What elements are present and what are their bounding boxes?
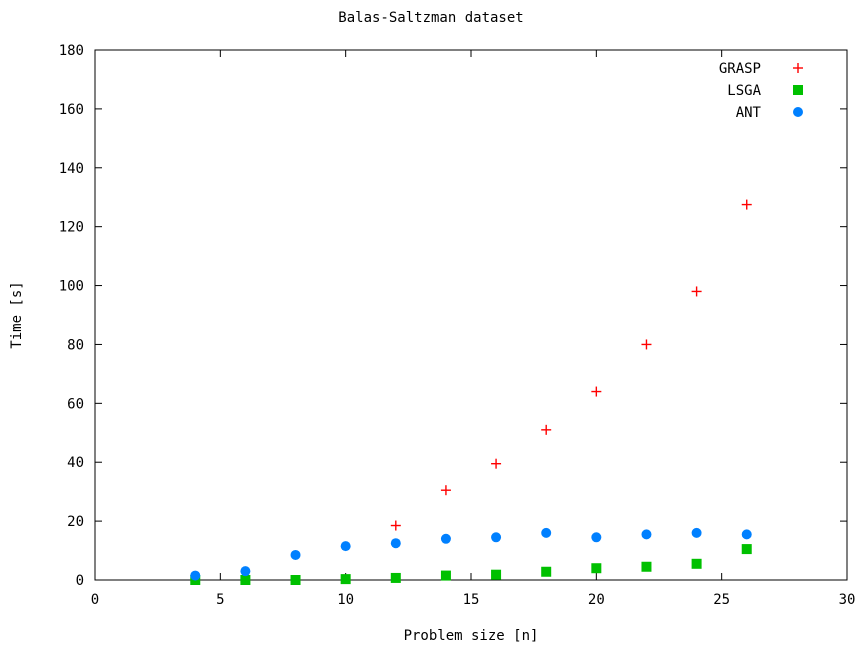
x-tick-label: 30 <box>839 592 856 608</box>
legend-label-grasp: GRASP <box>719 61 761 77</box>
lsga-point <box>290 575 301 585</box>
legend-label-lsga: LSGA <box>727 83 761 99</box>
y-tick-label: 60 <box>67 396 84 412</box>
x-tick-label: 5 <box>216 592 224 608</box>
y-tick-label: 20 <box>67 514 84 530</box>
legend-marker-grasp <box>793 63 803 73</box>
ant-point <box>240 566 251 577</box>
ant-point <box>491 532 502 543</box>
y-tick-label: 160 <box>59 102 84 118</box>
y-tick-label: 80 <box>67 337 84 353</box>
x-axis-label: Problem size [n] <box>404 628 539 644</box>
grasp-point <box>691 286 702 297</box>
y-tick-label: 140 <box>59 161 84 177</box>
grasp-point <box>741 199 752 210</box>
chart-title: Balas-Saltzman dataset <box>338 10 523 26</box>
lsga-point <box>591 563 602 574</box>
lsga-point <box>641 561 652 572</box>
ant-point <box>390 538 401 549</box>
legend: GRASP LSGA ANT <box>719 61 803 121</box>
lsga-point <box>491 569 502 580</box>
lsga-point <box>240 575 251 585</box>
lsga-point <box>541 566 552 577</box>
lsga-point <box>340 574 351 585</box>
lsga-point <box>691 558 702 569</box>
x-tick-label: 20 <box>588 592 605 608</box>
grasp-point <box>491 458 502 469</box>
legend-marker-ant <box>793 107 803 117</box>
x-tick-label: 0 <box>91 592 99 608</box>
y-tick-label: 180 <box>59 43 84 59</box>
y-tick-label: 100 <box>59 279 84 295</box>
ant-point <box>440 533 451 544</box>
x-tick-label: 10 <box>337 592 354 608</box>
legend-marker-lsga <box>793 85 803 95</box>
ant-point <box>190 570 201 581</box>
axis-ticks: 0 5 10 15 20 25 30 0 20 40 60 80 100 120 140 160 180 <box>59 43 856 608</box>
grasp-point <box>440 485 451 496</box>
legend-label-ant: ANT <box>736 105 762 121</box>
ant-point <box>290 549 301 560</box>
lsga-point <box>440 570 451 581</box>
plot-frame <box>94 49 848 581</box>
grasp-point <box>541 424 552 435</box>
grasp-point <box>641 339 652 350</box>
x-tick-label: 15 <box>463 592 480 608</box>
x-tick-label: 25 <box>713 592 730 608</box>
ant-point <box>641 529 652 540</box>
ant-point <box>591 532 602 543</box>
ant-point <box>340 541 351 552</box>
data-points <box>190 199 752 585</box>
y-axis-label: Time [s] <box>9 281 25 348</box>
y-tick-label: 120 <box>59 220 84 236</box>
lsga-point <box>390 572 401 583</box>
grasp-point <box>390 520 401 531</box>
y-tick-label: 40 <box>67 455 84 471</box>
ant-point <box>541 527 552 538</box>
ant-point <box>741 529 752 540</box>
y-tick-label: 0 <box>76 573 84 589</box>
ant-point <box>691 527 702 538</box>
grasp-point <box>591 386 602 397</box>
lsga-point <box>741 544 752 555</box>
